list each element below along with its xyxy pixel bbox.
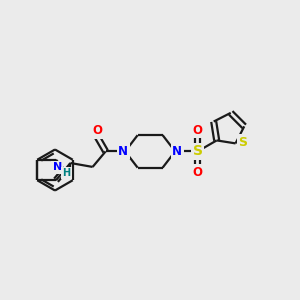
Text: H: H xyxy=(62,168,70,178)
Text: N: N xyxy=(172,145,182,158)
Text: N: N xyxy=(118,145,128,158)
Text: O: O xyxy=(92,124,102,137)
Text: N: N xyxy=(52,162,62,172)
Text: S: S xyxy=(238,136,247,148)
Text: S: S xyxy=(193,144,202,158)
Text: O: O xyxy=(193,166,202,179)
Text: O: O xyxy=(193,124,202,137)
